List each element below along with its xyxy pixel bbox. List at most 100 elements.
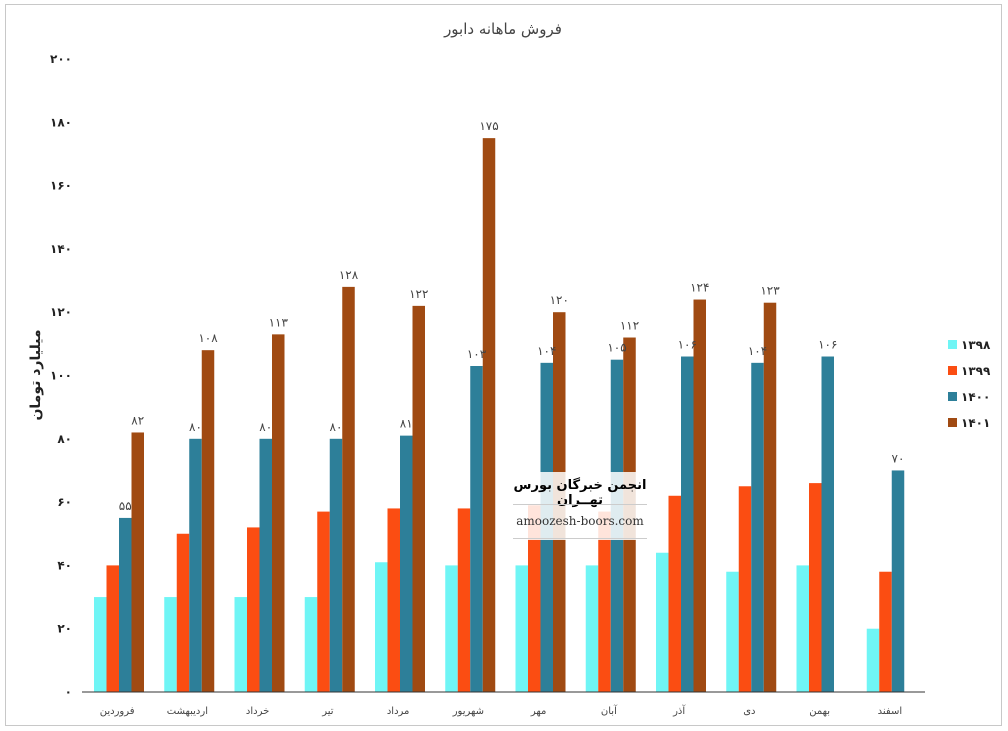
data-labels-group: ۵۵ ۸۰ ۸۰ ۸۰ ۸۱ ۱۰۳ ۱۰۴ ۱۰۵ ۱۰۶ ۱۰۴ ۱۰۶ ۷۰ ۸۲ ۱۰۸ ۱۱۳ ۱۲… <box>119 119 905 513</box>
watermark-url: amoozesh-boors.com <box>516 514 644 528</box>
bar <box>656 552 669 692</box>
bar <box>317 511 330 692</box>
x-category-label: خرداد <box>246 706 269 717</box>
data-label: ۵۵ <box>119 499 132 513</box>
legend-label: ۱۳۹۹ <box>961 364 991 378</box>
bar <box>201 350 215 692</box>
bar <box>234 597 247 692</box>
x-category-label: آبان <box>601 704 618 717</box>
legend-swatch <box>948 418 957 427</box>
bar <box>585 565 599 692</box>
bar <box>375 562 388 692</box>
watermark: انجمن خبرگان بورس تهــران amoozesh-boors… <box>505 472 655 540</box>
bar <box>119 517 132 692</box>
data-label: ۱۱۲ <box>620 319 639 333</box>
bar <box>482 138 496 693</box>
bar <box>470 366 483 692</box>
bar <box>131 432 144 692</box>
y-tick-label: ۸۰ <box>57 432 72 446</box>
data-label: ۱۰۶ <box>678 338 697 352</box>
data-label: ۱۰۴ <box>537 344 556 358</box>
data-label: ۱۰۵ <box>607 341 626 355</box>
data-label: ۱۰۶ <box>818 338 837 352</box>
x-category-label: مهر <box>530 706 546 717</box>
x-axis-categories: فروردین اردیبهشت خرداد تیر مرداد شهریور مهر آبا… <box>100 704 902 717</box>
bar <box>106 565 119 692</box>
watermark-divider-bottom <box>513 538 647 539</box>
bar <box>681 356 694 692</box>
data-label: ۱۰۸ <box>198 331 218 345</box>
x-category-label: بهمن <box>809 706 830 717</box>
data-label: ۷۰ <box>892 451 905 465</box>
y-tick-label: ۲۰۰ <box>50 52 72 66</box>
x-category-label: اسفند <box>878 706 902 717</box>
bar <box>457 508 471 692</box>
y-tick-label: ۲۰ <box>57 622 72 636</box>
bar <box>866 628 880 692</box>
y-axis-ticks: ۰ ۲۰ ۴۰ ۶۰ ۸۰ ۱۰۰ ۱۲۰ ۱۴۰ ۱۶۰ ۱۸۰ ۲۰۰ <box>50 52 72 699</box>
bars-group <box>94 138 905 693</box>
bar <box>94 597 107 692</box>
x-category-label: تیر <box>321 706 334 717</box>
x-category-label: آذر <box>672 704 686 717</box>
data-label: ۸۰ <box>189 420 202 434</box>
x-category-label: فروردین <box>100 706 135 717</box>
bar <box>726 571 739 692</box>
bar <box>515 565 528 692</box>
data-label: ۱۲۸ <box>339 268 359 282</box>
legend-swatch <box>948 392 957 401</box>
watermark-divider <box>513 504 647 505</box>
x-category-label: اردیبهشت <box>167 706 208 717</box>
bar <box>304 597 318 692</box>
bar <box>809 483 822 692</box>
bar <box>598 511 611 692</box>
bar <box>387 508 400 692</box>
bar <box>796 565 809 692</box>
bar <box>329 438 343 692</box>
x-category-label: شهریور <box>452 706 484 717</box>
y-tick-label: ۱۸۰ <box>50 115 72 129</box>
bar <box>247 527 260 692</box>
bar <box>668 495 681 692</box>
bar <box>189 438 202 692</box>
legend: ۱۳۹۸ ۱۳۹۹ ۱۴۰۰ ۱۴۰۱ <box>948 338 991 430</box>
chart-title: فروش ماهانه دابور <box>443 20 562 38</box>
y-tick-label: ۶۰ <box>57 495 72 509</box>
legend-label: ۱۴۰۰ <box>961 390 990 404</box>
bar <box>891 470 905 692</box>
bar <box>342 286 355 692</box>
bar <box>272 334 285 692</box>
bar <box>528 505 541 692</box>
data-label: ۱۱۳ <box>269 315 289 329</box>
bar <box>879 571 892 692</box>
data-label: ۸۱ <box>400 417 413 431</box>
data-label: ۱۷۵ <box>479 119 498 133</box>
y-tick-label: ۱۶۰ <box>50 179 72 193</box>
data-label: ۱۲۰ <box>550 293 569 307</box>
bar <box>821 356 834 692</box>
data-label: ۱۰۳ <box>467 347 487 361</box>
bar <box>763 302 777 692</box>
data-label: ۱۲۳ <box>760 284 780 298</box>
bar <box>693 299 706 692</box>
data-label: ۸۰ <box>330 420 343 434</box>
y-tick-label: ۰ <box>65 685 72 699</box>
data-label: ۸۲ <box>131 413 144 427</box>
bar <box>400 435 413 692</box>
legend-label: ۱۴۰۱ <box>961 416 990 430</box>
x-category-label: دی <box>743 706 755 717</box>
bar <box>412 305 425 692</box>
bar <box>738 486 752 692</box>
data-label: ۸۰ <box>259 420 272 434</box>
y-tick-label: ۱۲۰ <box>50 305 72 319</box>
y-tick-label: ۱۴۰ <box>50 242 72 256</box>
x-category-label: مرداد <box>387 706 410 717</box>
data-label: ۱۲۲ <box>409 287 428 301</box>
data-label: ۱۲۴ <box>690 281 709 295</box>
bar <box>164 597 177 692</box>
y-tick-label: ۱۰۰ <box>50 369 72 383</box>
y-axis-label: میلیارد تومان <box>28 329 44 420</box>
legend-label: ۱۳۹۸ <box>961 338 991 352</box>
bar <box>751 362 764 692</box>
